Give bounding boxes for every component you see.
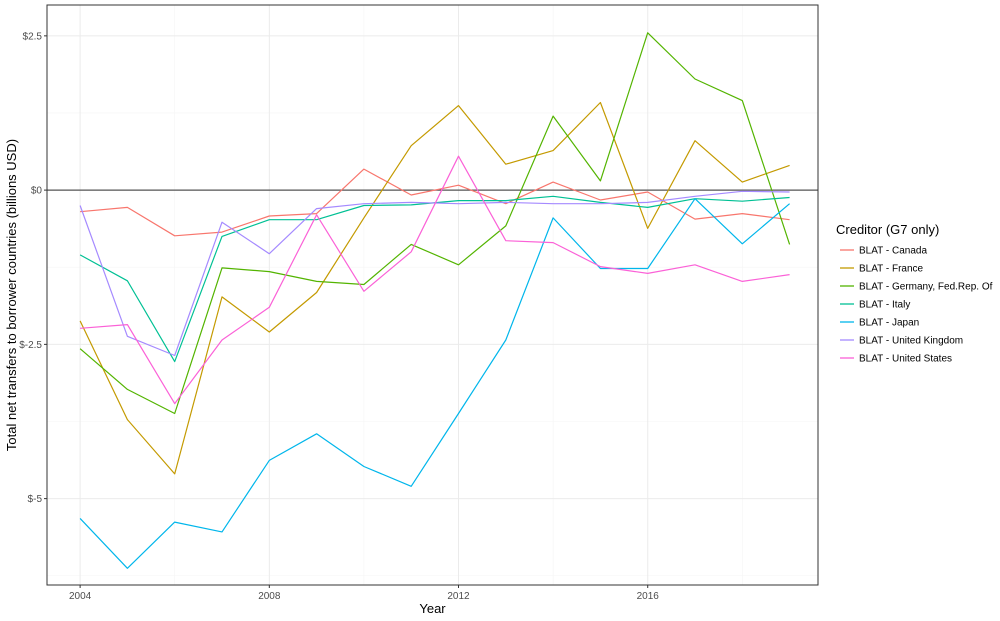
series-line-3 — [79, 32, 791, 415]
series-line-7 — [80, 155, 790, 405]
plot-panel-border — [46, 4, 819, 586]
legend-label-3: BLAT - Germany, Fed.Rep. Of — [859, 282, 993, 293]
x-axis-title: Year — [419, 601, 446, 616]
series-line-2 — [79, 101, 790, 475]
legend-title: Creditor (G7 only) — [836, 222, 939, 237]
series-lines — [79, 32, 791, 569]
y-tick-label: $-2.5 — [19, 340, 42, 351]
y-axis-title: Total net transfers to borrower countrie… — [4, 139, 19, 451]
series-line-1 — [80, 168, 790, 237]
legend-label-5: BLAT - Japan — [859, 318, 919, 329]
legend-label-1: BLAT - Canada — [859, 246, 927, 257]
legend-label-7: BLAT - United States — [859, 354, 952, 365]
x-tick-label: 2004 — [69, 591, 92, 602]
x-tick-label: 2016 — [637, 591, 660, 602]
legend-label-4: BLAT - Italy — [859, 300, 910, 311]
x-axis-ticks: 2004 2008 2012 2016 — [69, 585, 659, 602]
y-axis-ticks: $2.5 $0 $-2.5 $-5 — [19, 31, 47, 505]
legend-label-6: BLAT - United Kingdom — [859, 336, 963, 347]
x-tick-label: 2008 — [258, 591, 281, 602]
legend-label-2: BLAT - France — [859, 264, 924, 275]
y-tick-label: $2.5 — [23, 31, 43, 42]
y-tick-label: $-5 — [28, 494, 43, 505]
grid — [47, 5, 818, 585]
x-tick-label: 2012 — [447, 591, 470, 602]
legend: Creditor (G7 only) BLAT - Canada BLAT - F… — [836, 222, 993, 365]
y-tick-label: $0 — [31, 186, 43, 197]
series-line-4 — [79, 195, 790, 363]
series-line-5 — [79, 198, 790, 569]
